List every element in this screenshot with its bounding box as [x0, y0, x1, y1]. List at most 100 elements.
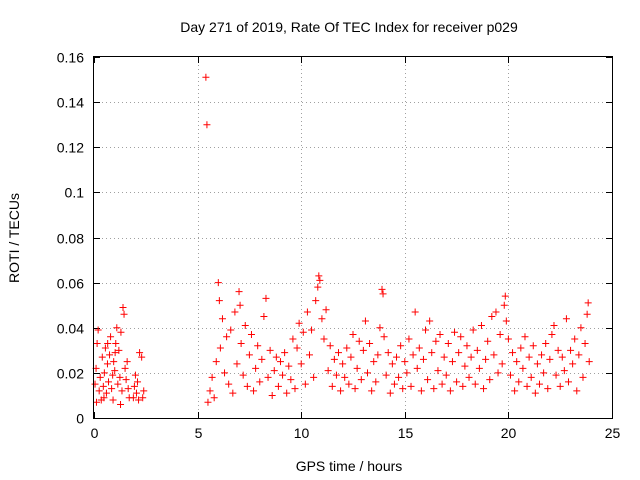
- plot-frame: [93, 56, 613, 419]
- data-point: [457, 333, 465, 341]
- data-point: [270, 367, 278, 375]
- data-point: [233, 360, 241, 368]
- data-point: [104, 340, 112, 348]
- data-point: [279, 371, 287, 379]
- data-point: [108, 385, 116, 393]
- data-point: [448, 358, 456, 366]
- data-point: [316, 276, 324, 284]
- data-point: [438, 380, 446, 388]
- data-point: [256, 378, 264, 386]
- data-point: [337, 387, 345, 395]
- data-point: [579, 373, 587, 381]
- data-point: [139, 394, 147, 402]
- data-point: [223, 333, 231, 341]
- data-point: [575, 351, 583, 359]
- data-point: [552, 371, 560, 379]
- y-tick-label: 0.06: [57, 276, 84, 292]
- x-tick-label: 5: [195, 425, 203, 441]
- data-point: [118, 387, 126, 395]
- data-point: [341, 373, 349, 381]
- y-tick-label: 0.04: [57, 321, 84, 337]
- x-tick-label: 20: [501, 425, 517, 441]
- data-point: [330, 355, 338, 363]
- x-tick-label: 10: [294, 425, 310, 441]
- data-point: [114, 380, 122, 388]
- data-point: [364, 369, 372, 377]
- data-point: [393, 353, 401, 361]
- data-point: [357, 376, 365, 384]
- data-point: [334, 349, 342, 357]
- data-point: [310, 373, 318, 381]
- data-point: [379, 290, 387, 298]
- data-point: [535, 380, 543, 388]
- data-point: [513, 358, 521, 366]
- data-point: [91, 380, 99, 388]
- data-point: [243, 382, 251, 390]
- data-point: [573, 387, 581, 395]
- data-point: [417, 387, 425, 395]
- data-point: [117, 400, 125, 408]
- data-point: [382, 371, 390, 379]
- data-point: [567, 346, 575, 354]
- data-point: [444, 340, 452, 348]
- data-point: [428, 349, 436, 357]
- data-point: [239, 371, 247, 379]
- data-point: [415, 344, 423, 352]
- data-point: [112, 340, 120, 348]
- data-point: [554, 346, 562, 354]
- data-point: [236, 301, 244, 309]
- data-point: [305, 351, 313, 359]
- data-point: [110, 358, 118, 366]
- data-point: [453, 378, 461, 386]
- data-point: [138, 353, 146, 361]
- data-point: [262, 294, 270, 302]
- y-tick-label: 0.12: [57, 140, 84, 156]
- data-point: [353, 364, 361, 372]
- data-point: [203, 121, 211, 129]
- data-point: [477, 321, 485, 329]
- data-point: [111, 367, 119, 375]
- data-point: [461, 362, 469, 370]
- data-point: [247, 331, 255, 339]
- data-point: [498, 360, 506, 368]
- data-point: [136, 349, 144, 357]
- y-tick-label: 0.1: [65, 185, 85, 201]
- data-point: [560, 367, 568, 375]
- data-point: [345, 380, 353, 388]
- data-point: [297, 360, 305, 368]
- data-point: [531, 389, 539, 397]
- data-point: [556, 382, 564, 390]
- data-point: [494, 369, 502, 377]
- data-point: [215, 297, 223, 305]
- data-point: [204, 398, 212, 406]
- data-point: [303, 308, 311, 316]
- data-point: [490, 351, 498, 359]
- data-point: [266, 346, 274, 354]
- data-point: [318, 315, 326, 323]
- data-point: [517, 344, 525, 352]
- data-point: [486, 376, 494, 384]
- data-point: [326, 342, 334, 350]
- data-point: [550, 321, 558, 329]
- data-point: [419, 355, 427, 363]
- data-point: [100, 369, 108, 377]
- data-point: [123, 358, 131, 366]
- data-point: [471, 380, 479, 388]
- data-point: [285, 362, 293, 370]
- data-point: [272, 353, 280, 361]
- data-point: [103, 360, 111, 368]
- data-point: [120, 310, 128, 318]
- data-point: [446, 387, 454, 395]
- data-point: [218, 315, 226, 323]
- data-point: [564, 378, 572, 386]
- data-point: [548, 331, 556, 339]
- data-point: [291, 385, 299, 393]
- data-point: [102, 389, 110, 397]
- data-point: [225, 380, 233, 388]
- data-point: [442, 371, 450, 379]
- data-point: [237, 340, 245, 348]
- data-point: [399, 385, 407, 393]
- x-tick-label: 15: [398, 425, 414, 441]
- data-point: [254, 342, 262, 350]
- data-point: [577, 324, 585, 332]
